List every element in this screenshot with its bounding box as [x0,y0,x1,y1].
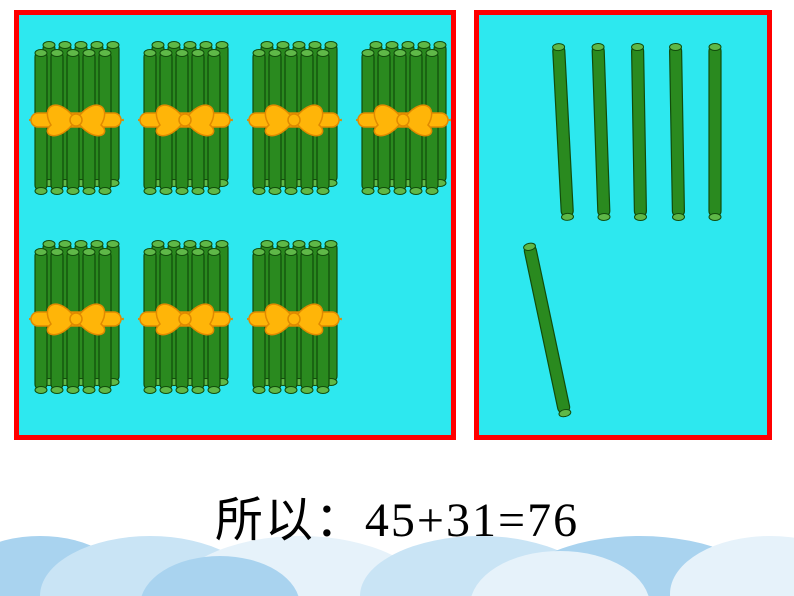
stick-bundle [247,234,342,409]
equation-text: 所以：45+31=76 [0,480,794,550]
stick-bundle [247,35,342,210]
bundles-panel [14,10,456,440]
bundle-row-1 [29,35,451,210]
loose-stick [667,41,686,221]
loose-stick [707,41,723,221]
loose-stick [550,41,575,222]
stick-bundle [29,35,124,210]
stick-bundle [138,234,233,409]
sticks-area [479,15,767,435]
loose-stick [590,41,612,221]
loose-stick [520,239,573,418]
loose-sticks-panel [474,10,772,440]
stick-bundle [356,35,451,210]
stick-bundle [138,35,233,210]
bundle-row-2 [29,234,451,409]
loose-stick [629,41,648,221]
panels-container [0,0,794,440]
stick-bundle [29,234,124,409]
